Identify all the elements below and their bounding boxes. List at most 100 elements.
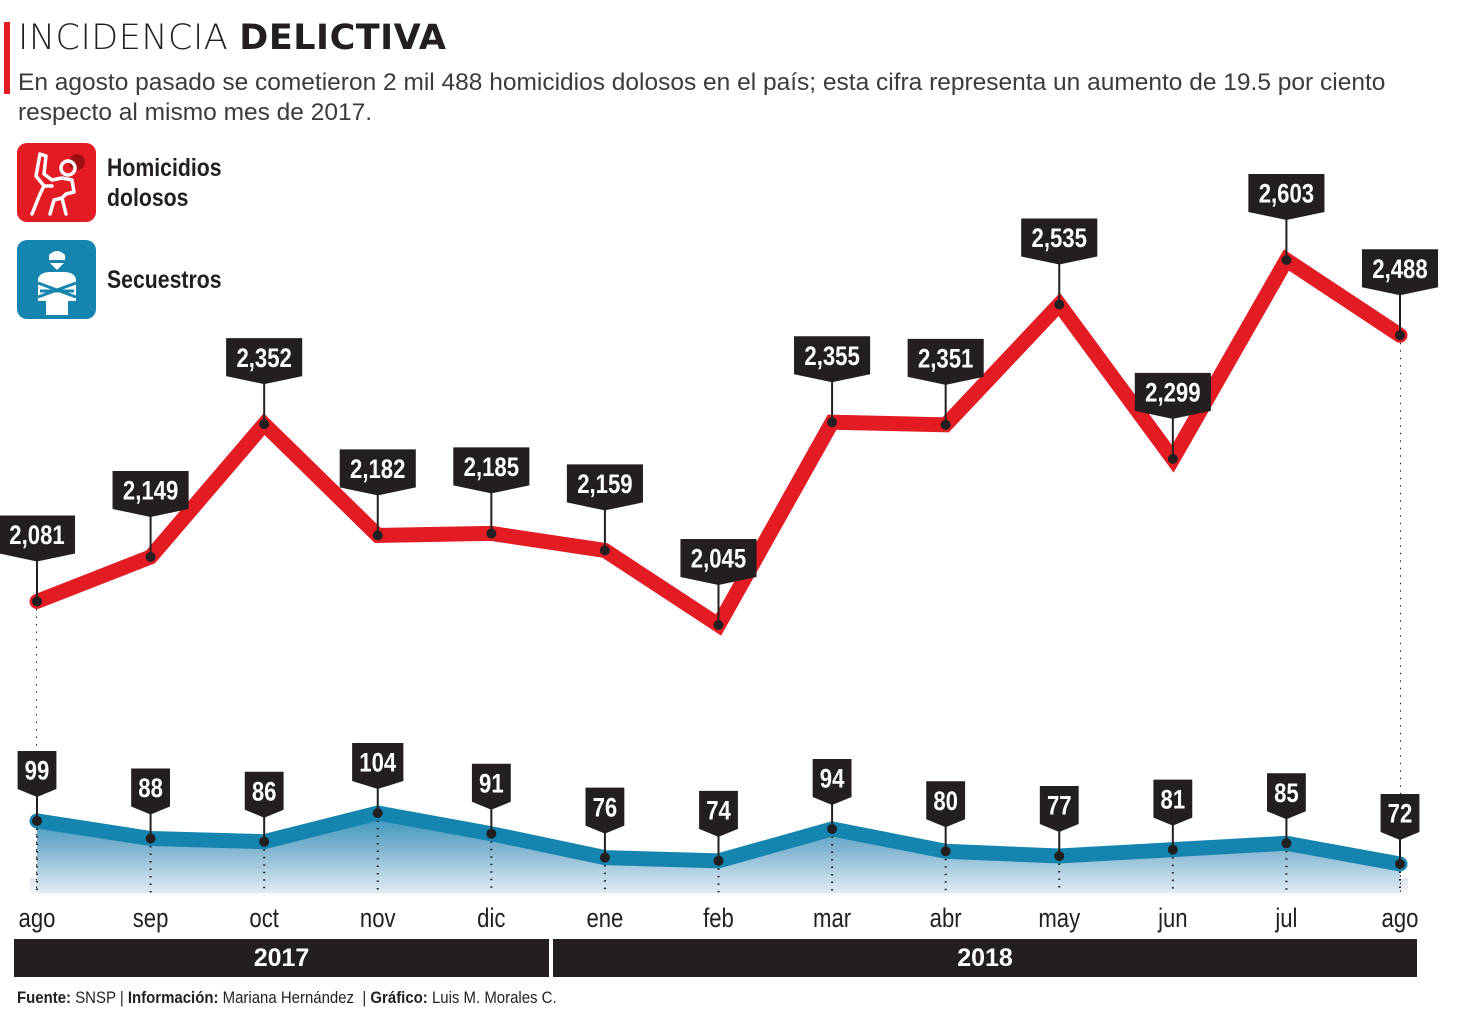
chart-subtitle: En agosto pasado se cometieron 2 mil 488… <box>18 69 1386 126</box>
month-tick-label: oct <box>249 904 279 934</box>
secuestros-data-point <box>259 836 270 847</box>
secuestros-label-tag <box>1039 786 1079 833</box>
secuestros-data-label-group: 104 <box>352 743 404 818</box>
homicidios-data-label-group: 2,045 <box>680 539 757 630</box>
month-tick-label: feb <box>703 904 734 934</box>
secuestros-label-tag <box>17 750 57 797</box>
source-value: SNSP <box>75 988 116 1007</box>
homicidios-data-point <box>32 596 42 607</box>
secuestros-label-tag <box>699 790 738 837</box>
secuestros-data-label-group: 88 <box>131 768 171 844</box>
homicidios-label-tag <box>339 449 416 496</box>
credits-separator: | <box>358 988 371 1007</box>
month-tick-label: mar <box>813 904 851 934</box>
homicidios-data-point <box>145 551 156 562</box>
secuestros-data-label: 94 <box>820 765 845 795</box>
title-light: INCIDENCIA <box>18 18 229 58</box>
homicidios-data-label-group: 2,299 <box>1134 372 1211 464</box>
secuestros-data-point <box>32 815 42 826</box>
secuestros-data-label: 88 <box>138 774 163 804</box>
homicidios-label-tag <box>566 464 643 511</box>
secuestros-label-tag <box>812 758 852 805</box>
secuestros-data-label-group: 76 <box>585 787 625 863</box>
secuestros-data-label-group: 91 <box>471 763 511 839</box>
month-tick-label: ene <box>586 904 623 934</box>
secuestros-label-tag <box>926 781 966 828</box>
homicidios-data-label: 2,185 <box>464 453 520 483</box>
homicidios-area <box>37 260 1400 893</box>
homicidios-data-label-group: 2,185 <box>453 447 530 539</box>
credits: Fuente: SNSP | Información: Mariana Hern… <box>17 988 557 1008</box>
secuestros-data-point <box>1281 838 1292 849</box>
secuestros-data-point <box>372 808 383 818</box>
homicidios-label-tag <box>907 338 984 385</box>
homicidios-label-tag <box>453 447 530 494</box>
homicidios-data-label: 2,352 <box>236 344 291 374</box>
homicidios-label-tag <box>794 336 871 383</box>
secuestros-data-label-group: 72 <box>1380 794 1420 869</box>
homicidios-data-label: 2,355 <box>804 342 860 372</box>
month-tick-label: nov <box>360 904 396 934</box>
homicidios-data-label-group: 2,488 <box>1361 249 1439 341</box>
homicidios-data-point <box>1167 453 1178 464</box>
secuestros-data-point <box>599 852 610 863</box>
homicidios-label-tag <box>1021 218 1098 265</box>
homicidios-data-label: 2,603 <box>1259 180 1314 210</box>
month-tick-label: jul <box>1274 904 1297 934</box>
homicidios-data-point <box>372 530 383 541</box>
homicidios-data-point <box>1054 299 1065 310</box>
homicidios-data-label: 2,488 <box>1372 255 1427 285</box>
legend-label-homicidios: Homicidios dolosos <box>107 153 222 213</box>
homicidios-data-label: 2,351 <box>918 345 974 375</box>
credits-separator: | <box>119 988 128 1007</box>
secuestros-data-point <box>486 828 497 839</box>
info-label: Información: <box>127 988 219 1007</box>
homicidios-label-tag <box>680 539 757 585</box>
month-tick-label: may <box>1038 904 1080 934</box>
dotted-guides-over-blue <box>36 813 1401 893</box>
year-bar-2018: 2018 <box>553 939 1417 977</box>
year-label: 2018 <box>957 943 1013 972</box>
secuestros-data-label-group: 81 <box>1153 779 1193 855</box>
secuestros-data-point <box>1167 844 1178 855</box>
year-label: 2017 <box>253 943 310 972</box>
legend-item-secuestros: Secuestros <box>17 240 242 319</box>
secuestros-data-point <box>1054 851 1065 862</box>
title-accent-bar <box>4 22 10 94</box>
homicidios-data-point <box>1281 255 1292 265</box>
secuestros-data-label: 85 <box>1274 779 1299 809</box>
secuestros-data-label-group: 99 <box>17 750 57 826</box>
crime-scene-body-outline-icon <box>17 143 96 222</box>
homicidios-data-label-group: 2,603 <box>1248 174 1325 265</box>
homicidios-data-label: 2,159 <box>577 470 632 500</box>
homicidios-data-point <box>1395 330 1405 341</box>
legend-label-line2: dolosos <box>107 183 189 212</box>
homicidios-data-label-group: 2,352 <box>226 338 303 430</box>
legend-label-line1: Homicidios <box>107 153 222 182</box>
secuestros-label-tag <box>1380 794 1420 840</box>
homicidios-label-tag <box>226 338 303 385</box>
secuestros-data-label: 80 <box>933 787 958 817</box>
secuestros-data-label-group: 85 <box>1266 773 1306 849</box>
secuestros-data-point <box>713 855 724 866</box>
secuestros-data-label: 99 <box>25 757 50 787</box>
secuestros-data-point <box>827 823 838 834</box>
homicidios-label-tag <box>1134 372 1211 419</box>
homicidios-data-point <box>940 419 951 430</box>
homicidios-data-label-group: 2,149 <box>112 470 189 562</box>
secuestros-data-label: 91 <box>479 769 504 799</box>
secuestros-label-tag <box>1266 773 1306 820</box>
title-bold: DELICTIVA <box>239 18 447 58</box>
secuestros-data-label: 76 <box>593 793 618 823</box>
bound-hostage-icon <box>17 240 96 319</box>
secuestros-data-label: 81 <box>1161 785 1186 815</box>
homicidios-data-point <box>259 419 270 430</box>
homicidios-data-label-group: 2,355 <box>794 336 871 428</box>
legend-item-homicidios: Homicidios dolosos <box>17 143 242 222</box>
month-tick-label: sep <box>133 904 169 934</box>
secuestros-data-label: 74 <box>706 797 731 827</box>
homicidios-data-label: 2,045 <box>691 545 747 575</box>
homicidios-data-label: 2,535 <box>1032 224 1088 254</box>
year-bar-2017: 2017 <box>14 939 549 977</box>
